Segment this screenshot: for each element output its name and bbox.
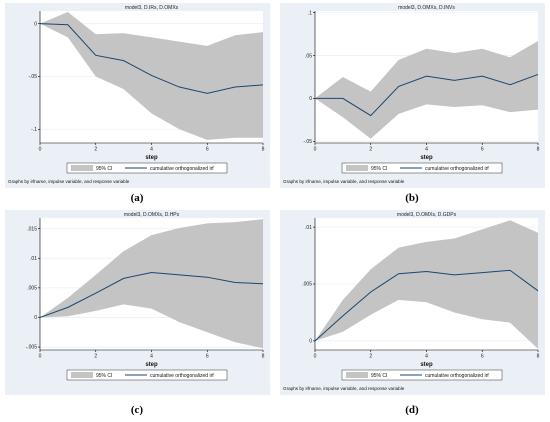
legend-irf-label: cumulative orthogonalized irf — [425, 373, 489, 379]
legend-ci-label: 95% CI — [96, 166, 112, 172]
x-tick-label: 0 — [314, 354, 317, 360]
y-tick-label: .005 — [302, 282, 312, 288]
x-tick-label: 4 — [150, 354, 153, 360]
legend-ci-swatch — [346, 165, 368, 171]
y-tick-label: 0 — [34, 21, 37, 27]
x-tick-label: 8 — [537, 354, 540, 360]
legend: 95% CI cumulative orthogonalized irf — [66, 162, 228, 174]
legend: 95% CI cumulative orthogonalized irf — [341, 162, 503, 174]
plot-title: model3, D.OMXs, D.GDPs — [397, 212, 457, 218]
irf-chart-b: model3, D.OMXs, D.INVs.1.050-.050 2 4 6 8ste… — [283, 5, 540, 184]
ci-band — [40, 219, 263, 349]
y-tick-label: -.005 — [26, 345, 38, 351]
x-tick-label: 2 — [94, 147, 97, 153]
graph-note: Graphs by irfname, impulse variable, and… — [283, 179, 405, 184]
legend-irf-label: cumulative orthogonalized irf — [150, 166, 214, 172]
y-tick-label: -.05 — [303, 139, 312, 145]
caption-c: (c) — [130, 404, 144, 416]
x-tick-label: 8 — [262, 354, 265, 360]
ci-band — [315, 220, 538, 349]
legend: 95% CI cumulative orthogonalized irf — [341, 369, 503, 381]
plot-title: model3, D.IRs, D.OMXs — [125, 5, 179, 11]
x-axis-label: step — [145, 362, 158, 368]
legend-ci-label: 95% CI — [96, 373, 112, 379]
x-tick-label: 2 — [369, 147, 372, 153]
graph-note: Graphs by irfname, impulse variable, and… — [283, 386, 405, 391]
x-tick-label: 4 — [425, 147, 428, 153]
x-tick-label: 0 — [314, 147, 317, 153]
y-tick-label: -.1 — [31, 127, 37, 133]
y-tick-label: -.05 — [28, 74, 37, 80]
x-tick-label: 2 — [94, 354, 97, 360]
caption-a: (a) — [130, 192, 144, 204]
irf-panel-a: model3, D.IRs, D.OMXs 0 -.05 -.1 0 2 4 6 8 step 95… — [5, 3, 270, 188]
y-tick-label: 0 — [309, 339, 312, 345]
x-tick-label: 6 — [481, 147, 484, 153]
ci-band — [315, 41, 538, 139]
legend-ci-swatch — [71, 165, 93, 171]
y-tick-label: .05 — [305, 53, 312, 59]
graph-note: Graphs by irfname, impulse variable, and… — [8, 179, 130, 184]
caption-d: (d) — [405, 404, 419, 416]
legend-irf-label: cumulative orthogonalized irf — [150, 373, 214, 379]
x-axis-label: step — [145, 155, 158, 161]
y-tick-label: .01 — [305, 225, 312, 231]
x-tick-label: 8 — [537, 147, 540, 153]
irf-panel-d: model3, D.OMXs, D.GDPs .01.005 0 0 2 4 6 8 step 9… — [280, 210, 545, 395]
x-tick-label: 6 — [481, 354, 484, 360]
plot-title: model3, D.OMXs, D.INVs — [398, 5, 455, 11]
x-tick-label: 2 — [369, 354, 372, 360]
irf-panel-c: model3, D.OMXs, D.HPs .015.01.005 0 -.005 0 2… — [5, 210, 270, 395]
irf-line — [314, 269, 539, 342]
x-tick-label: 8 — [262, 147, 265, 153]
x-tick-label: 6 — [206, 354, 209, 360]
x-tick-label: 0 — [39, 354, 42, 360]
x-tick-label: 4 — [150, 147, 153, 153]
y-tick-label: 0 — [309, 96, 312, 102]
y-tick-label: .005 — [27, 286, 37, 292]
legend-ci-label: 95% CI — [371, 373, 387, 379]
legend-ci-swatch — [346, 372, 368, 378]
x-tick-label: 6 — [206, 147, 209, 153]
legend: 95% CI cumulative orthogonalized irf — [66, 369, 228, 381]
irf-line — [315, 73, 539, 117]
legend-ci-swatch — [71, 372, 93, 378]
y-tick-label: 0 — [34, 315, 37, 321]
legend-ci-label: 95% CI — [371, 166, 387, 172]
y-tick-label: .01 — [30, 256, 37, 262]
irf-line — [39, 271, 264, 318]
y-tick-label: .015 — [27, 226, 37, 232]
x-tick-label: 4 — [425, 354, 428, 360]
plot-title: model3, D.OMXs, D.HPs — [124, 212, 180, 218]
irf-line — [39, 23, 264, 94]
legend-irf-label: cumulative orthogonalized irf — [425, 166, 489, 172]
caption-b: (b) — [405, 192, 419, 204]
x-axis-label: step — [420, 155, 433, 161]
irf-panel-b: model3, D.OMXs, D.INVs .1.05 0 -.05 0 2 4 6 8 ste… — [280, 3, 545, 188]
x-axis-label: step — [420, 362, 433, 368]
y-tick-label: .1 — [308, 10, 312, 16]
x-tick-label: 0 — [39, 147, 42, 153]
